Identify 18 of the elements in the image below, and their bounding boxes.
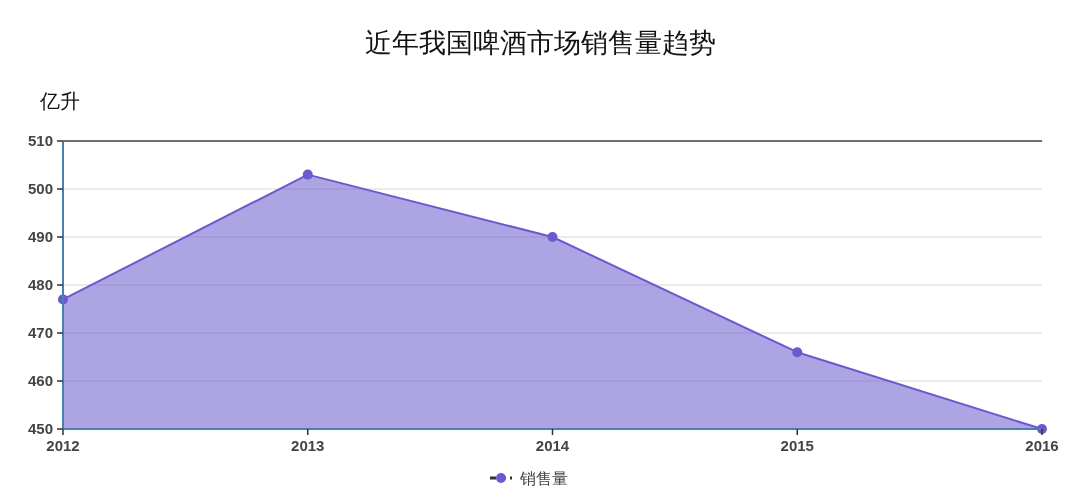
point bbox=[302, 169, 313, 180]
y-tick-label: 450 bbox=[27, 420, 53, 438]
y-axis-title: 亿升 bbox=[39, 90, 80, 112]
y-tick-label: 480 bbox=[27, 276, 53, 294]
y-tick-label: 490 bbox=[27, 228, 53, 246]
point bbox=[792, 347, 803, 358]
y-tick-label: 500 bbox=[27, 180, 53, 198]
chart-title: 近年我国啤酒市场销售量趋势 bbox=[364, 28, 716, 58]
legend-label: 销售量 bbox=[519, 469, 568, 487]
x-tick-label: 2012 bbox=[46, 437, 80, 454]
y-tick-label: 510 bbox=[27, 132, 53, 150]
point bbox=[547, 232, 558, 242]
y-tick-label: 460 bbox=[27, 372, 53, 390]
y-tick-label: 470 bbox=[27, 324, 53, 342]
x-tick-label: 2015 bbox=[780, 437, 814, 454]
x-tick-label: 2016 bbox=[1025, 437, 1059, 454]
x-tick-label: 2014 bbox=[535, 437, 570, 454]
x-tick-label: 2013 bbox=[291, 437, 325, 454]
